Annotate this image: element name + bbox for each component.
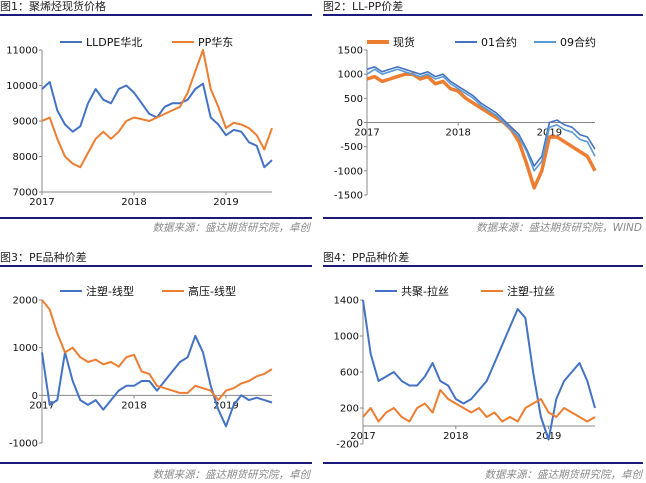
y-tick-label: -1500	[334, 191, 363, 202]
source-note: 数据来源：盛达期货研究院，WIND	[476, 222, 642, 234]
panel-4: 图4：PP品种价差 -200 200 600 1000 1400 2017 2018 2019…	[323, 241, 646, 483]
legend-label: LLDPE华北	[86, 35, 142, 49]
y-tick-label: 1000	[13, 343, 38, 354]
y-tick-label: 500	[344, 94, 363, 105]
y-tick-label: 10000	[6, 81, 38, 92]
y-tick-label: 600	[340, 368, 359, 379]
y-tick-label: 1000	[334, 332, 359, 343]
y-tick-label: 2000	[13, 296, 38, 307]
series-line-2	[366, 66, 596, 167]
legend-label: 09合约	[560, 35, 596, 49]
panel-title: 图1：聚烯烃现货价格	[0, 0, 106, 13]
y-tick-label: -200	[336, 440, 359, 451]
x-tick-label: 2017	[29, 400, 54, 411]
source-note: 数据来源：盛达期货研究院，卓创	[152, 222, 311, 234]
x-tick-label: 2018	[445, 128, 470, 139]
x-tick-label: 2018	[121, 400, 146, 411]
x-tick-label: 2018	[121, 197, 146, 208]
legend-label: 01合约	[481, 35, 517, 49]
panel-3: 图3：PE品种价差 -1000 0 1000 2000 2017 2018 2019 注塑-线…	[0, 241, 323, 483]
title-rule	[0, 14, 312, 16]
y-tick-label: 8000	[13, 152, 38, 163]
y-tick-label: -500	[340, 142, 363, 153]
title-rule	[0, 265, 312, 267]
chart-svg: -1500 -1000 -500 0 500 1000 1500 2017 2018 2019 现货…	[334, 35, 597, 202]
bottom-rule	[0, 462, 312, 464]
y-tick-label: -1000	[334, 166, 363, 177]
title-rule	[323, 265, 643, 267]
legend-label: 共聚-拉丝	[401, 284, 449, 298]
y-tick-label: 9000	[13, 117, 38, 128]
x-tick-label: 2019	[213, 197, 238, 208]
bottom-rule	[0, 217, 312, 219]
y-tick-label: 11000	[6, 46, 38, 57]
panel-1: 图1：聚烯烃现货价格 7000 8000 9000 10000 11000 2017 201…	[0, 0, 323, 241]
legend-label: 高压-线型	[188, 284, 236, 298]
y-tick-label: 1500	[338, 46, 363, 57]
legend-label: 注塑-线型	[86, 284, 134, 298]
y-tick-label: 0	[32, 391, 38, 402]
x-tick-label: 2017	[354, 128, 379, 139]
legend-label: PP华东	[198, 35, 233, 49]
series-line-2	[41, 49, 273, 169]
series-line-2	[362, 389, 596, 423]
chart-svg: 7000 8000 9000 10000 11000 2017 2018 2019 LLDPE华…	[6, 35, 273, 208]
source-note: 数据来源：盛达期货研究院，卓创	[484, 469, 643, 481]
series-line-2	[41, 299, 273, 402]
x-tick-label: 2018	[443, 431, 468, 442]
source-note: 数据来源：盛达期货研究院，卓创	[152, 469, 311, 481]
bottom-rule	[323, 462, 643, 464]
series-line-1	[41, 334, 273, 428]
panel-2: 图2：LL-PP价差 -1500 -1000 -500 0 500 1000 1500 201…	[323, 0, 646, 241]
panel-title: 图3：PE品种价差	[0, 251, 87, 264]
x-tick-label: 2017	[29, 197, 54, 208]
series-line-1	[366, 72, 597, 190]
series-line-1	[362, 299, 596, 441]
y-tick-label: 200	[340, 404, 359, 415]
panel-title: 图4：PP品种价差	[323, 251, 410, 264]
y-tick-label: 7000	[13, 188, 38, 199]
title-rule	[323, 14, 643, 16]
x-tick-label: 2019	[213, 400, 238, 411]
series-line-3	[366, 68, 596, 172]
bottom-rule	[323, 217, 643, 219]
chart-svg: -1000 0 1000 2000 2017 2018 2019 注塑-线型 高压-线型	[9, 284, 273, 450]
y-tick-label: -1000	[9, 439, 38, 450]
legend-label: 现货	[393, 35, 415, 49]
x-tick-label: 2017	[350, 431, 375, 442]
legend-label: 注塑-拉丝	[507, 284, 555, 298]
y-tick-label: 1000	[338, 70, 363, 81]
x-tick-label: 2019	[537, 128, 562, 139]
panel-title: 图2：LL-PP价差	[323, 0, 404, 13]
y-tick-label: 1400	[334, 296, 359, 307]
y-tick-label: 0	[357, 118, 363, 129]
